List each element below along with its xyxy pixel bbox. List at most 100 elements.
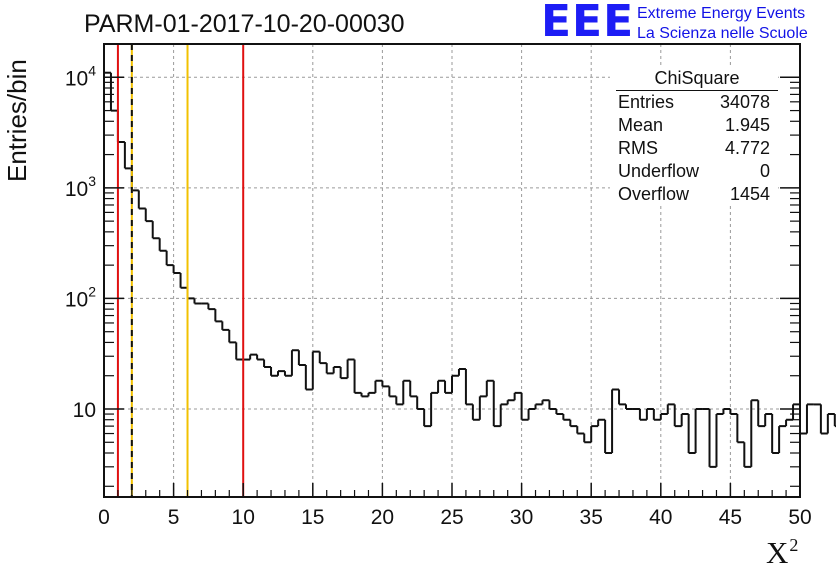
x-axis-label: X2	[766, 535, 798, 571]
histogram-bin	[652, 408, 661, 421]
histogram-bin	[471, 404, 480, 421]
y-tick-exponent: 3	[88, 173, 96, 189]
stats-value: 34078	[719, 92, 770, 112]
histogram-bin	[277, 370, 285, 376]
histogram-bin	[165, 250, 174, 267]
histogram-bin	[799, 404, 807, 435]
histogram-bin	[611, 388, 620, 453]
stats-row-entries: Entries 34078	[610, 91, 778, 114]
histogram-bin	[673, 404, 682, 428]
histogram-bin	[708, 408, 717, 468]
histogram-bin	[527, 407, 536, 420]
histogram-bin	[743, 442, 752, 468]
x-axis-label-exponent: 2	[789, 535, 799, 555]
histogram-bin	[736, 414, 745, 444]
histogram-bin	[151, 221, 160, 240]
stats-row-underflow: Underflow 0	[610, 160, 778, 183]
histogram-bin	[228, 329, 237, 344]
eee-logo: EEE Extreme Energy Events La Scienza nel…	[541, 0, 831, 47]
eee-logo-mark: EEE	[541, 0, 635, 47]
histogram-bin	[416, 396, 425, 410]
histogram-bin	[235, 342, 244, 361]
x-axis-label-base: X	[766, 535, 789, 570]
histogram-bin	[520, 392, 529, 421]
histogram-bin	[666, 403, 675, 415]
histogram-bin	[625, 404, 633, 410]
histogram-bin	[729, 408, 738, 416]
histogram-bin	[715, 413, 724, 467]
histogram-bin	[569, 419, 578, 428]
histogram-bin	[144, 208, 153, 223]
x-tick-label: 45	[719, 506, 742, 529]
histogram-bin	[513, 391, 522, 401]
histogram-bin	[402, 379, 411, 405]
y-axis-label: Entries/bin	[2, 59, 32, 182]
histogram-bin	[346, 358, 355, 379]
histogram-bin	[123, 141, 132, 170]
stats-row-rms: RMS 4.772	[610, 137, 778, 160]
x-tick-label: 30	[510, 506, 533, 529]
histogram-bin	[304, 364, 313, 391]
x-tick-label: 20	[371, 506, 394, 529]
histogram-bin	[423, 408, 432, 428]
histogram-bin	[256, 354, 265, 361]
histogram-bin	[388, 386, 397, 398]
y-tick-exponent: 2	[88, 283, 96, 299]
histogram-bin	[819, 404, 828, 435]
histogram-bin	[409, 380, 418, 398]
stats-label: Underflow	[618, 161, 700, 181]
histogram-bin	[604, 419, 613, 454]
histogram-bin	[339, 366, 348, 380]
histogram-bin	[214, 309, 223, 323]
histogram-bin	[638, 408, 647, 421]
histogram-bin	[618, 389, 626, 406]
histogram-bin	[325, 363, 334, 375]
y-tick-label: 103	[65, 173, 96, 201]
y-tick-label: 10	[73, 399, 96, 422]
stats-row-mean: Mean 1.945	[610, 114, 778, 137]
stats-value: 4.772	[724, 138, 770, 158]
histogram-bin	[555, 408, 564, 416]
histogram-bin	[374, 379, 383, 393]
logo-line-1: Extreme Energy Events	[637, 5, 806, 22]
grid-lines	[104, 44, 800, 497]
x-tick-label: 25	[440, 506, 463, 529]
histogram-bin	[506, 399, 515, 405]
y-tick-label: 104	[65, 62, 96, 90]
histogram-bin	[541, 399, 550, 405]
histogram-bin	[430, 391, 439, 427]
histogram-bin	[548, 400, 557, 410]
stats-row-overflow: Overflow 1454	[610, 183, 778, 206]
histogram-bin	[179, 272, 188, 289]
histogram-bin	[367, 391, 376, 397]
histogram-bin	[492, 380, 501, 428]
x-tick-label: 15	[301, 506, 324, 529]
y-tick-base: 10	[65, 67, 88, 90]
histogram-bin	[659, 413, 668, 420]
histogram-bin	[457, 368, 466, 376]
x-tick-label: 5	[168, 506, 180, 529]
histogram-bin	[583, 433, 592, 444]
histogram-bin	[590, 425, 599, 443]
histogram-bin	[576, 426, 585, 435]
stats-label: Overflow	[618, 184, 690, 204]
histogram-bin	[597, 418, 606, 427]
y-tick-base: 10	[65, 288, 88, 311]
histogram-bin	[353, 359, 362, 394]
histogram-bin	[485, 379, 494, 397]
histogram-bin	[562, 414, 571, 421]
y-tick-label: 102	[65, 283, 96, 311]
histogram-bin	[172, 265, 181, 274]
y-tick-base: 10	[65, 178, 88, 201]
logo-line-2: La Scienza nelle Scuole	[637, 25, 808, 42]
histogram-bin	[130, 168, 139, 192]
x-tick-label: 35	[580, 506, 603, 529]
histogram-bin	[680, 413, 689, 427]
histogram-bin	[478, 395, 487, 420]
histogram-bin	[826, 413, 835, 434]
stats-label: Entries	[618, 92, 675, 112]
y-tick-exponent: 4	[88, 62, 96, 78]
reference-lines	[116, 44, 245, 497]
histogram-bin	[332, 365, 341, 374]
histogram-bin	[297, 350, 306, 366]
